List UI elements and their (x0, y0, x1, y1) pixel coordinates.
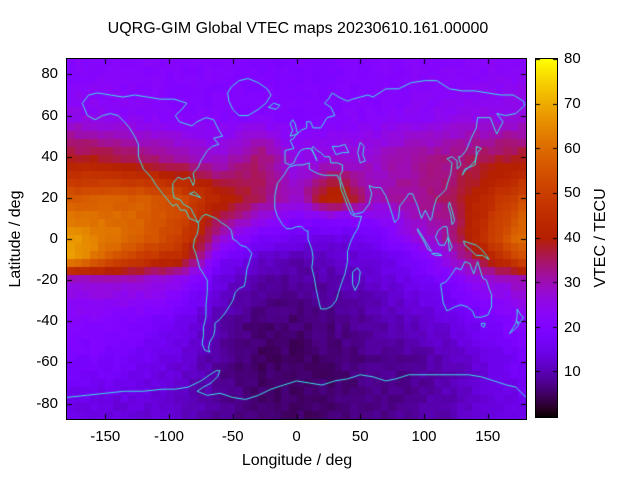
colorbar-tick-label: 50 (564, 184, 581, 202)
y-tick-label: 20 (41, 188, 58, 206)
colorbar-tick-label: 20 (564, 318, 581, 336)
colorbar-tick-label: 80 (564, 50, 581, 67)
x-tick-label: 150 (475, 428, 501, 445)
x-tick-label: 0 (292, 428, 301, 445)
x-tick-label: -50 (221, 428, 244, 445)
colorbar-tick-label: 70 (564, 94, 581, 112)
plot-area (66, 58, 527, 420)
x-tick-label: 50 (351, 428, 369, 445)
colorbar (535, 58, 558, 418)
x-tick-label: 100 (411, 428, 437, 445)
y-tick-label: -40 (36, 312, 58, 330)
y-tick-label: -20 (36, 271, 58, 289)
y-tick-label: 60 (41, 106, 58, 124)
y-tick-label: -80 (36, 394, 58, 412)
y-tick-label: 80 (41, 65, 58, 83)
x-axis-label: Longitude / deg (241, 452, 353, 469)
colorbar-tick-label: 30 (564, 273, 581, 291)
x-tick-label: -100 (153, 428, 185, 445)
colorbar-tick-label: 10 (564, 363, 581, 381)
colorbar-tick-label: 60 (564, 139, 581, 157)
y-tick-label: 40 (41, 147, 58, 165)
colorbar-canvas (536, 59, 557, 417)
chart-title: UQRG-GIM Global VTEC maps 20230610.161.0… (107, 20, 489, 37)
vtec-heatmap-canvas (67, 59, 526, 419)
y-tick-label: 0 (49, 230, 58, 247)
colorbar-tick-label: 40 (564, 229, 581, 246)
x-tick-label: -150 (90, 428, 121, 445)
y-tick-label: -60 (36, 353, 58, 371)
